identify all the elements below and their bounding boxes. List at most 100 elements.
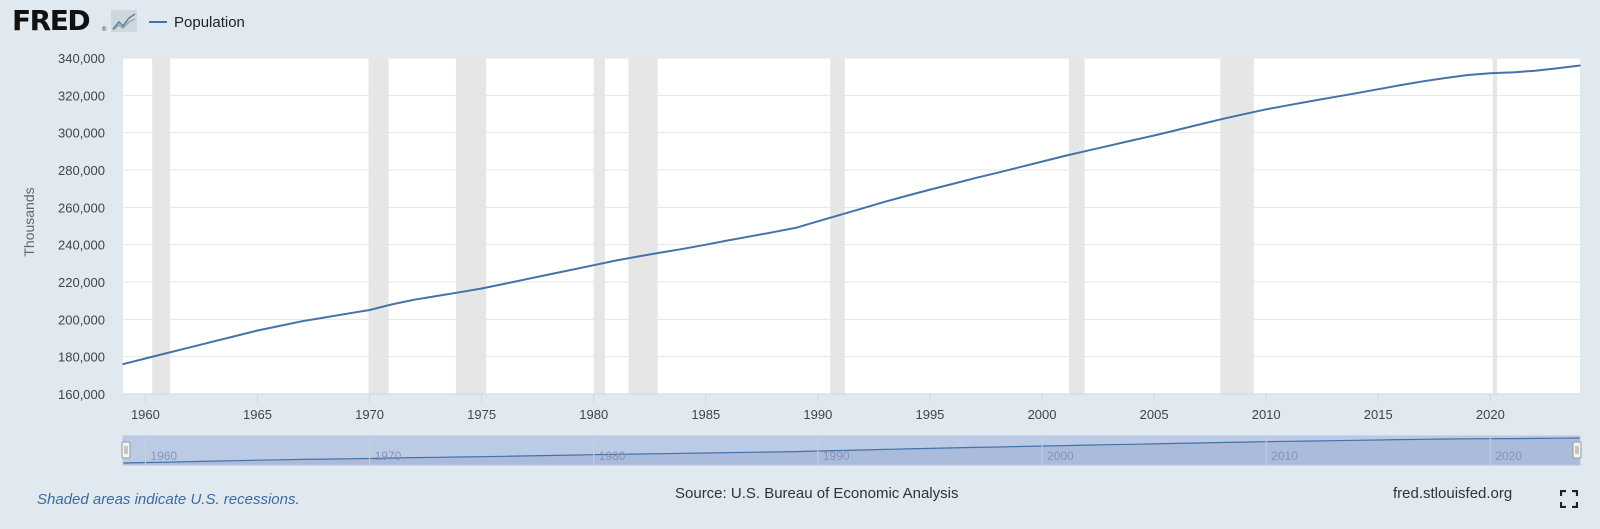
recession-shading	[152, 58, 1498, 394]
y-tick-label: 240,000	[58, 238, 105, 253]
population-point	[1265, 108, 1267, 111]
population-point	[929, 188, 931, 191]
x-tick-label: 1995	[915, 407, 944, 422]
series-layer	[122, 64, 1581, 366]
recession-band	[368, 58, 389, 394]
y-tick-label: 260,000	[58, 200, 105, 215]
x-tick-label: 1960	[131, 407, 160, 422]
population-point	[480, 287, 483, 290]
population-point	[301, 320, 304, 323]
x-axis: 1960 1965 1970 1975 1980 1985 1990 1995 2000 2005…	[123, 393, 1580, 422]
range-navigator[interactable]: 1960 1970 1980 1990 2000 2010 2020	[121, 435, 1582, 466]
population-point	[660, 251, 662, 254]
population-point	[1500, 71, 1503, 74]
x-tick-label: 2020	[1476, 407, 1505, 422]
population-point	[189, 346, 192, 349]
y-tick-label: 220,000	[58, 275, 105, 290]
x-tick-label: 1965	[243, 407, 272, 422]
recession-band	[830, 58, 845, 394]
population-point	[256, 329, 259, 332]
legend-line-swatch	[149, 21, 167, 23]
x-tick-label: 1980	[579, 407, 608, 422]
navigator-right-handle[interactable]	[1572, 441, 1582, 459]
population-point	[1108, 144, 1111, 147]
population-point	[458, 291, 461, 294]
population-point	[167, 352, 169, 354]
population-point	[973, 177, 976, 180]
recession-band	[1492, 58, 1498, 394]
population-point	[1579, 64, 1581, 67]
y-tick-label: 160,000	[58, 387, 105, 402]
fred-site-link[interactable]: fred.stlouisfed.org	[1393, 485, 1513, 502]
recession-band	[593, 58, 605, 394]
population-point	[1489, 72, 1492, 75]
y-tick-label: 280,000	[58, 163, 105, 178]
data-source: Source: U.S. Bureau of Economic Analysis	[675, 485, 959, 502]
x-tick-label: 1975	[467, 407, 496, 422]
x-tick-label: 2010	[1252, 407, 1281, 422]
population-point	[1310, 100, 1312, 102]
x-tick-label: 2005	[1140, 407, 1169, 422]
navigator-left-handle[interactable]	[121, 441, 131, 459]
population-point	[234, 335, 236, 337]
population-point	[1198, 123, 1200, 126]
navigator-area	[123, 438, 1580, 465]
population-point	[211, 340, 214, 343]
population-point	[749, 235, 752, 238]
population-point	[861, 207, 864, 210]
population-point	[839, 214, 842, 216]
fred-logo[interactable]: FRED	[12, 4, 91, 37]
recession-band	[628, 58, 658, 394]
population-point	[906, 194, 909, 197]
population-point	[1153, 134, 1155, 137]
population-point	[323, 316, 326, 319]
population-point	[413, 298, 416, 301]
population-point	[1332, 96, 1335, 98]
population-point	[1242, 113, 1245, 115]
population-point	[951, 183, 954, 185]
population-point	[1130, 139, 1133, 142]
population-point	[1556, 67, 1559, 70]
population-point	[570, 269, 573, 271]
population-point	[1399, 84, 1402, 86]
y-axis: 160,000 180,000 200,000 220,000 240,000 260,0…	[58, 51, 105, 402]
population-point	[503, 283, 505, 285]
fullscreen-icon[interactable]	[1560, 490, 1578, 508]
navigator-tick-label: 1990	[823, 449, 850, 463]
population-point	[1018, 166, 1021, 168]
y-tick-label: 320,000	[58, 88, 105, 103]
population-point	[1041, 160, 1043, 163]
population-point	[525, 278, 528, 281]
population-point	[772, 231, 774, 233]
x-tick-label: 2015	[1364, 407, 1393, 422]
population-point	[1444, 77, 1447, 79]
plot-background	[123, 58, 1580, 394]
recession-note: Shaded areas indicate U.S. recessions.	[37, 491, 300, 508]
recession-band	[1220, 58, 1254, 394]
population-point	[1534, 69, 1536, 72]
population-point	[996, 172, 998, 174]
y-axis-label: Thousands	[21, 187, 37, 256]
population-point	[682, 247, 685, 250]
fred-logo-graph-icon	[111, 10, 137, 32]
x-tick-label: 1985	[691, 407, 720, 422]
population-point	[122, 363, 124, 365]
recession-band	[152, 58, 171, 394]
population-point	[1467, 74, 1469, 76]
fred-logo-registered: ®	[102, 27, 107, 33]
population-point	[727, 239, 730, 242]
population-point	[1511, 71, 1514, 74]
chart-header: FRED ® Population	[0, 0, 1600, 46]
x-tick-label: 1990	[803, 407, 832, 422]
population-point	[637, 255, 640, 258]
population-point	[615, 259, 617, 262]
population-point	[1422, 80, 1424, 83]
population-point	[1220, 118, 1223, 121]
population-point	[279, 325, 281, 327]
population-point	[1377, 88, 1380, 90]
y-tick-label: 300,000	[58, 126, 105, 141]
navigator-tick-label: 1980	[599, 449, 626, 463]
population-point	[1086, 149, 1088, 152]
recession-band	[1068, 58, 1085, 394]
